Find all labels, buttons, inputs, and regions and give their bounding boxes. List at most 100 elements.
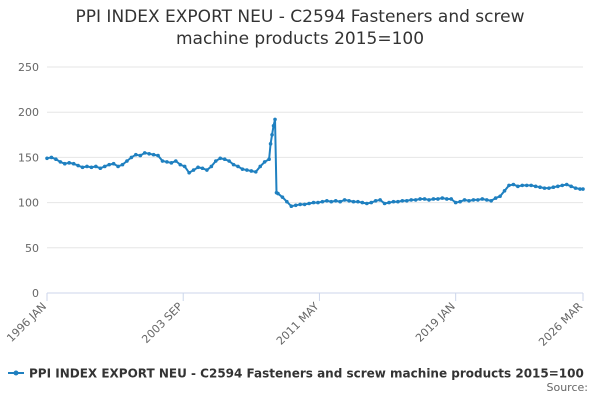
point	[453, 200, 458, 205]
point	[311, 200, 316, 205]
point	[45, 156, 49, 161]
point	[169, 161, 174, 165]
point	[578, 187, 582, 191]
point	[378, 198, 382, 202]
legend-label: PPI INDEX EXPORT NEU - C2594 Fasteners a…	[29, 367, 584, 381]
point	[71, 161, 76, 166]
point	[85, 164, 89, 169]
point	[262, 160, 267, 164]
point	[98, 166, 103, 171]
point	[436, 197, 440, 201]
point	[467, 198, 471, 203]
source: Source:	[547, 381, 589, 394]
point	[271, 123, 276, 128]
point	[431, 197, 436, 201]
point	[273, 117, 277, 122]
x-tick-label: 2003 SEP	[139, 300, 185, 346]
point	[222, 157, 227, 162]
point	[80, 165, 85, 170]
point	[67, 161, 72, 165]
point	[542, 186, 547, 190]
point	[174, 159, 178, 163]
point	[320, 199, 325, 204]
point	[581, 187, 585, 191]
point	[369, 200, 374, 205]
point	[102, 164, 107, 169]
point	[560, 183, 565, 188]
point	[524, 183, 529, 188]
point	[245, 168, 249, 172]
y-tick-label: 200	[18, 106, 39, 119]
point	[360, 200, 365, 205]
point	[218, 156, 223, 161]
point	[205, 168, 209, 172]
point	[489, 198, 493, 203]
point	[58, 160, 63, 164]
y-tick-label: 0	[32, 287, 39, 300]
point	[147, 151, 151, 156]
point	[138, 153, 143, 158]
point	[129, 155, 134, 160]
point	[498, 194, 502, 199]
point	[333, 198, 338, 203]
point	[502, 189, 507, 193]
point	[471, 198, 476, 202]
point	[120, 162, 125, 167]
point	[196, 165, 200, 170]
point	[134, 152, 138, 157]
point	[516, 184, 520, 189]
point	[391, 199, 396, 204]
point	[178, 162, 183, 167]
point	[125, 159, 129, 163]
point	[270, 133, 274, 137]
point	[556, 184, 560, 189]
point	[142, 151, 147, 155]
point	[347, 198, 351, 203]
point	[538, 185, 542, 190]
point	[227, 159, 231, 163]
point	[529, 183, 533, 188]
point	[298, 202, 302, 207]
point	[213, 159, 218, 163]
point	[547, 186, 551, 190]
x-tick-label: 2026 MAR	[536, 300, 585, 349]
point	[276, 191, 280, 196]
point	[440, 196, 445, 200]
point	[409, 198, 414, 202]
point	[293, 203, 298, 208]
point	[209, 164, 214, 169]
point	[511, 182, 516, 187]
point	[253, 170, 258, 174]
point	[258, 164, 263, 169]
point	[302, 202, 307, 207]
point	[427, 198, 431, 202]
point	[54, 157, 58, 162]
point	[316, 200, 320, 205]
point	[160, 159, 165, 163]
point	[493, 196, 498, 200]
point	[94, 164, 98, 169]
point	[325, 198, 329, 203]
series-line	[46, 119, 583, 208]
point	[329, 199, 334, 204]
point	[156, 153, 160, 158]
y-tick-label: 100	[18, 197, 39, 210]
x-tick-label: 1996 JAN	[4, 300, 49, 345]
point	[458, 199, 462, 204]
point	[449, 197, 454, 201]
point	[564, 182, 569, 187]
point	[338, 199, 342, 204]
x-tick-label: 2011 MAY	[274, 300, 322, 348]
point	[187, 170, 191, 175]
point	[551, 185, 556, 190]
point	[89, 165, 94, 170]
point	[484, 198, 489, 202]
point	[151, 152, 156, 157]
point	[240, 167, 245, 171]
point	[307, 201, 311, 206]
point	[507, 183, 511, 188]
point	[382, 201, 387, 206]
point	[396, 199, 400, 204]
